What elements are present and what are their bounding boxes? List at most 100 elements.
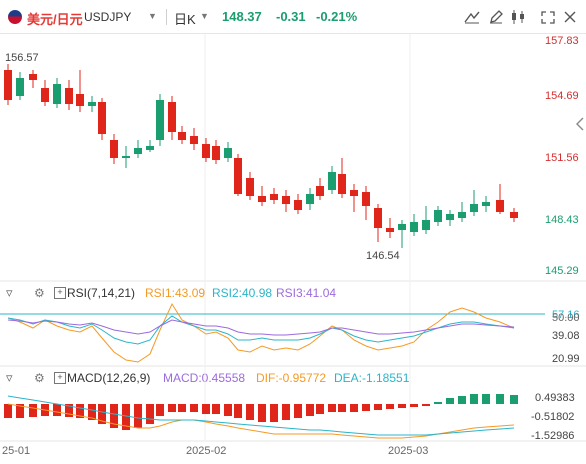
candle (224, 148, 232, 158)
candle (316, 186, 324, 196)
pencil-icon[interactable] (486, 8, 506, 26)
macd-bar (410, 404, 418, 407)
scroll-arrow-icon[interactable] (576, 117, 584, 131)
candle (470, 204, 478, 212)
macd-bar (374, 404, 382, 410)
candlestick-icon[interactable] (508, 8, 528, 26)
macd-bar (234, 404, 242, 418)
rsi2-value: RSI2:40.98 (212, 286, 273, 300)
candle (190, 136, 198, 144)
symbol-name[interactable]: 美元/日元 (27, 12, 83, 27)
fullscreen-icon[interactable] (538, 8, 558, 26)
add-indicator-icon[interactable]: + (54, 372, 66, 384)
candle (510, 212, 518, 218)
dif-value: DIF:-0.95772 (256, 371, 327, 385)
candle (496, 200, 504, 212)
candle (41, 88, 49, 102)
macd-bar (434, 402, 442, 404)
rsi1-value: RSI1:43.09 (145, 286, 206, 300)
candles-group (4, 64, 518, 248)
macd-bar (202, 404, 210, 414)
candle (282, 196, 290, 204)
macd-bar (350, 404, 358, 412)
candle (234, 158, 242, 194)
rsi2-line (7, 315, 515, 345)
x-label-feb: 2025-02 (186, 445, 227, 457)
macd-bar (446, 398, 454, 404)
macd-bar (246, 404, 254, 420)
macd-bar (212, 404, 220, 414)
symbol-code[interactable]: USDJPY (84, 10, 132, 24)
macd-params[interactable]: MACD(12,26,9) (67, 371, 151, 385)
candle (350, 190, 358, 196)
candle (422, 220, 430, 230)
macd-bar (270, 404, 278, 422)
candle (202, 144, 210, 158)
macd-axis-3: -1.52986 (531, 430, 575, 442)
period-selector[interactable]: 日K (174, 12, 196, 27)
macd-bar (190, 404, 198, 412)
last-price: 148.37 (222, 9, 262, 24)
candle (328, 172, 336, 190)
macd-bar (338, 404, 346, 412)
macd-bar (88, 404, 96, 420)
candle (398, 224, 406, 230)
macd-bar (156, 404, 164, 416)
candle (434, 210, 442, 222)
candle (458, 212, 466, 218)
rsi-axis-1: 57.16 (552, 309, 580, 321)
rsi1-line (7, 302, 515, 363)
candle (410, 222, 418, 232)
macd-bar (65, 404, 73, 417)
candle (122, 156, 130, 158)
add-indicator-icon[interactable]: + (54, 287, 66, 299)
collapse-icon[interactable]: ▿ (6, 285, 13, 300)
macd-bar (178, 404, 186, 412)
macd-bar (168, 404, 176, 412)
settings-icon[interactable]: ⚙ (34, 371, 45, 385)
candle (178, 132, 186, 140)
rsi3-line (7, 319, 515, 336)
macd-bar (482, 394, 490, 404)
candle (294, 200, 302, 210)
candle (76, 94, 84, 106)
collapse-icon[interactable]: ▿ (6, 370, 13, 385)
macd-value: MACD:0.45558 (163, 371, 246, 385)
us-flag-icon (8, 10, 22, 24)
rsi-params[interactable]: RSI(7,14,21) (67, 286, 136, 300)
candle (306, 194, 314, 204)
line-tool-icon[interactable] (462, 8, 482, 26)
candle (270, 194, 278, 200)
macd-bar (4, 404, 12, 418)
macd-bar (110, 404, 118, 428)
settings-icon[interactable]: ⚙ (34, 286, 45, 300)
x-label-jan: 25-01 (2, 445, 31, 457)
rsi-axis-3: 39.08 (552, 330, 580, 342)
macd-bar (458, 396, 466, 404)
macd-bar (306, 404, 314, 416)
low-price-marker: 146.54 (366, 250, 400, 262)
macd-bar (422, 404, 430, 406)
macd-bar (316, 404, 324, 414)
period-dropdown-icon[interactable]: ▼ (200, 11, 209, 21)
macd-bar (328, 404, 336, 412)
candle (258, 196, 266, 202)
candle (146, 146, 154, 150)
chart-header: 美元/日元 USDJPY ▼ 日K ▼ 148.37 -0.31 -0.21% (0, 0, 586, 34)
close-icon[interactable] (560, 8, 580, 26)
candle (134, 148, 142, 154)
candle (98, 102, 106, 134)
candle (446, 214, 454, 220)
macd-bar (53, 404, 61, 416)
macd-bar (294, 404, 302, 418)
candle (482, 202, 490, 206)
high-price-marker: 156.57 (5, 52, 39, 64)
candle (88, 102, 96, 106)
macd-bar (98, 404, 106, 424)
candle (110, 140, 118, 158)
macd-bar (122, 404, 130, 430)
macd-bar (386, 404, 394, 409)
axis-label-4: 148.43 (545, 214, 579, 226)
symbol-dropdown-icon[interactable]: ▼ (148, 11, 157, 21)
